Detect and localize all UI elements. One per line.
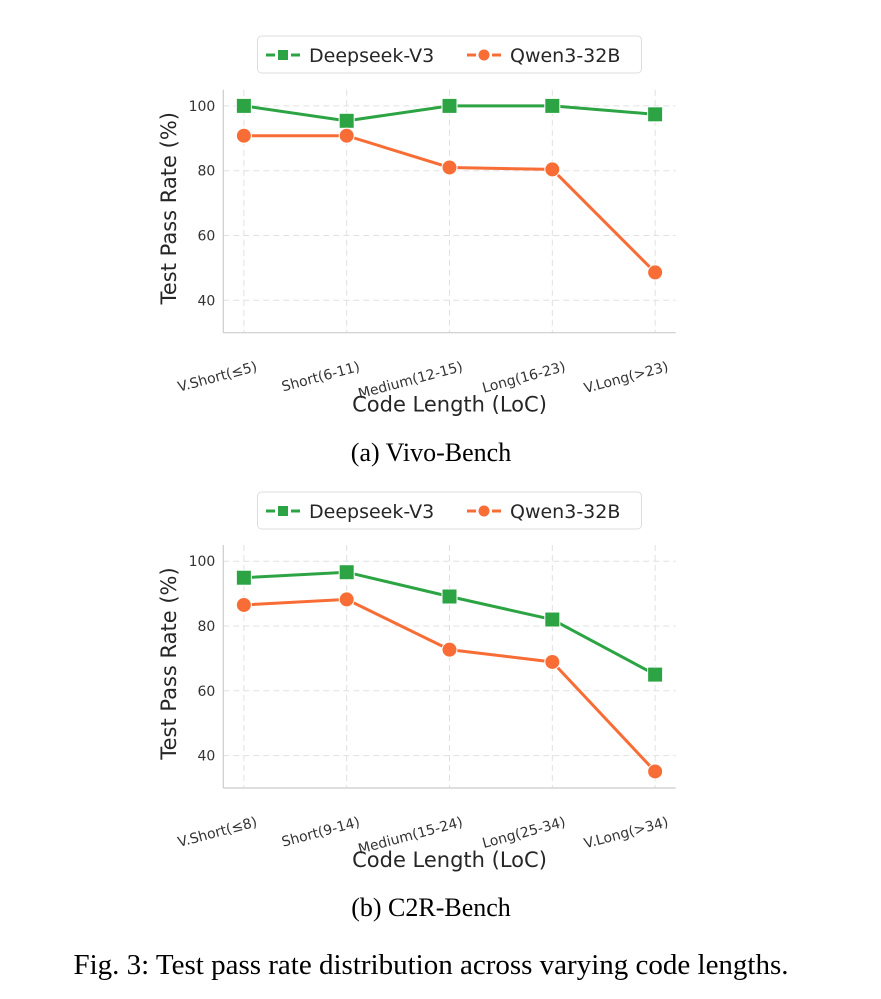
data-point-square (647, 666, 664, 683)
x-tick-label: Short(6-11) (280, 359, 362, 395)
data-point-circle (544, 653, 561, 670)
legend-frame (257, 35, 642, 74)
legend-frame (257, 491, 642, 530)
y-tick-label: 40 (197, 293, 215, 309)
x-tick-label: Long(25-34) (481, 814, 568, 852)
y-axis-label: Test Pass Rate (%) (157, 112, 181, 305)
x-tick-label: V.Short(≤8) (176, 814, 259, 851)
data-point-circle (647, 763, 664, 780)
x-tick-label: Short(9-14) (280, 814, 362, 850)
data-point-circle (235, 596, 252, 613)
series-deepseek-v3 (235, 97, 664, 129)
legend-label: Qwen3-32B (510, 45, 620, 67)
legend-marker-circle (478, 505, 490, 517)
subcaption: (b) C2R-Bench (351, 893, 511, 922)
data-point-square (338, 564, 355, 581)
x-tick-label: V.Long(>34) (582, 814, 670, 852)
y-tick-label: 100 (189, 99, 216, 115)
x-tick-label: Long(16-23) (481, 359, 568, 397)
subcaption: (a) Vivo-Bench (351, 438, 511, 467)
data-point-square (441, 97, 458, 114)
series-qwen3-32b (235, 591, 664, 780)
legend-marker-square (278, 50, 288, 60)
legend-label: Qwen3-32B (510, 501, 620, 523)
legend-label: Deepseek-V3 (309, 45, 434, 67)
y-tick-label: 80 (197, 164, 215, 180)
legend-label: Deepseek-V3 (309, 501, 434, 523)
y-tick-label: 60 (197, 229, 215, 245)
x-tick-label: V.Short(≤5) (176, 359, 259, 396)
data-point-circle (441, 159, 458, 176)
figure-caption: Fig. 3: Test pass rate distribution acro… (73, 949, 788, 981)
y-tick-label: 40 (197, 749, 215, 765)
data-point-square (235, 97, 252, 114)
data-point-square (544, 97, 561, 114)
legend-marker-circle (478, 49, 490, 61)
data-point-square (441, 588, 458, 605)
data-point-square (235, 569, 252, 586)
data-point-circle (441, 641, 458, 658)
data-point-square (338, 112, 355, 129)
x-axis-label: Code Length (LoC) (352, 848, 547, 872)
x-tick-label: V.Long(>23) (582, 359, 670, 397)
data-point-circle (647, 264, 664, 281)
series-deepseek-v3 (235, 564, 664, 683)
y-axis-label: Test Pass Rate (%) (157, 567, 181, 760)
data-point-square (647, 106, 664, 123)
y-tick-label: 60 (197, 684, 215, 700)
data-point-square (544, 611, 561, 628)
data-point-circle (235, 127, 252, 144)
legend: Deepseek-V3 Qwen3-32B (257, 491, 642, 530)
series-qwen3-32b (235, 127, 664, 281)
data-point-circle (338, 127, 355, 144)
data-point-circle (338, 591, 355, 608)
data-point-circle (544, 161, 561, 178)
legend-marker-square (278, 506, 288, 516)
y-tick-label: 100 (189, 554, 216, 570)
y-tick-label: 80 (197, 619, 215, 635)
legend: Deepseek-V3 Qwen3-32B (257, 35, 642, 74)
x-axis-label: Code Length (LoC) (352, 393, 547, 417)
